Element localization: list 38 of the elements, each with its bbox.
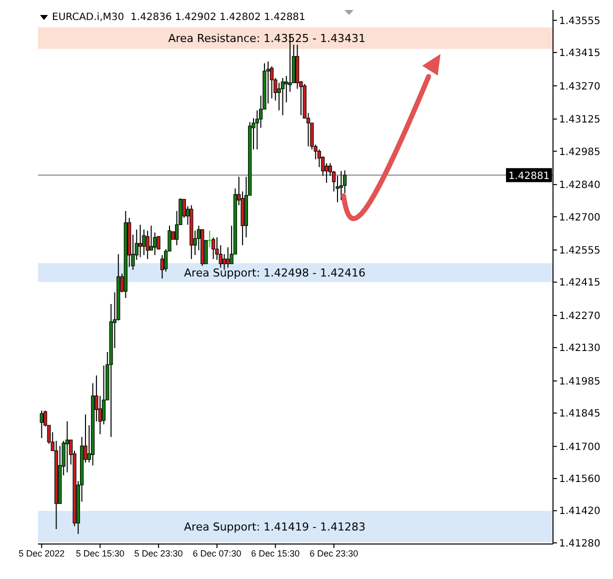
candlestick: [65, 420, 70, 473]
candlestick: [149, 225, 154, 251]
candlestick: [280, 77, 285, 116]
y-tick-label: 1.42700: [559, 212, 600, 224]
y-tick-label: 1.43270: [559, 81, 600, 92]
y-tick-label: 1.43415: [559, 48, 600, 60]
y-tick-label: 1.43125: [559, 114, 600, 126]
y-tick-label: 1.42130: [559, 343, 600, 354]
candlestick: [40, 410, 44, 439]
y-tick-label: 1.42270: [559, 311, 600, 322]
x-tick-label: 6 Dec 07:30: [192, 548, 242, 558]
x-tick-label: 5 Dec 2022: [18, 548, 65, 558]
candlestick: [277, 82, 281, 111]
band-label: Area Support: 1.41419 - 1.41283: [184, 520, 366, 534]
y-tick-label: 1.42985: [559, 146, 600, 158]
candlestick: [339, 170, 343, 201]
x-tick-label: 5 Dec 23:30: [134, 548, 183, 558]
x-tick-label: 6 Dec 15:30: [251, 548, 300, 558]
candlestick: [226, 246, 230, 268]
x-tick-label: 5 Dec 15:30: [76, 548, 124, 558]
candlestick: [336, 175, 340, 203]
ref-line-label: 1.42881: [508, 171, 550, 182]
candlestick: [212, 236, 216, 260]
candlestick: [208, 230, 212, 248]
y-tick-label: 1.42415: [559, 278, 600, 289]
y-tick-label: 1.41560: [559, 474, 600, 486]
band-label: Area Support: 1.42498 - 1.42416: [184, 266, 366, 280]
chart-title: EURCAD.i,M30 1.42836 1.42902 1.42802 1.42881: [52, 12, 306, 23]
y-tick-label: 1.42840: [559, 180, 600, 192]
y-tick-label: 1.43555: [559, 16, 600, 27]
x-tick-label: 6 Dec 23:30: [310, 548, 358, 558]
candlestick: [138, 224, 142, 258]
y-tick-label: 1.42555: [559, 246, 600, 257]
y-tick-label: 1.41280: [559, 538, 600, 550]
y-tick-label: 1.41420: [559, 506, 600, 518]
y-tick-label: 1.41700: [559, 442, 600, 453]
y-tick-label: 1.41845: [559, 408, 600, 420]
y-tick-label: 1.41985: [559, 376, 600, 388]
